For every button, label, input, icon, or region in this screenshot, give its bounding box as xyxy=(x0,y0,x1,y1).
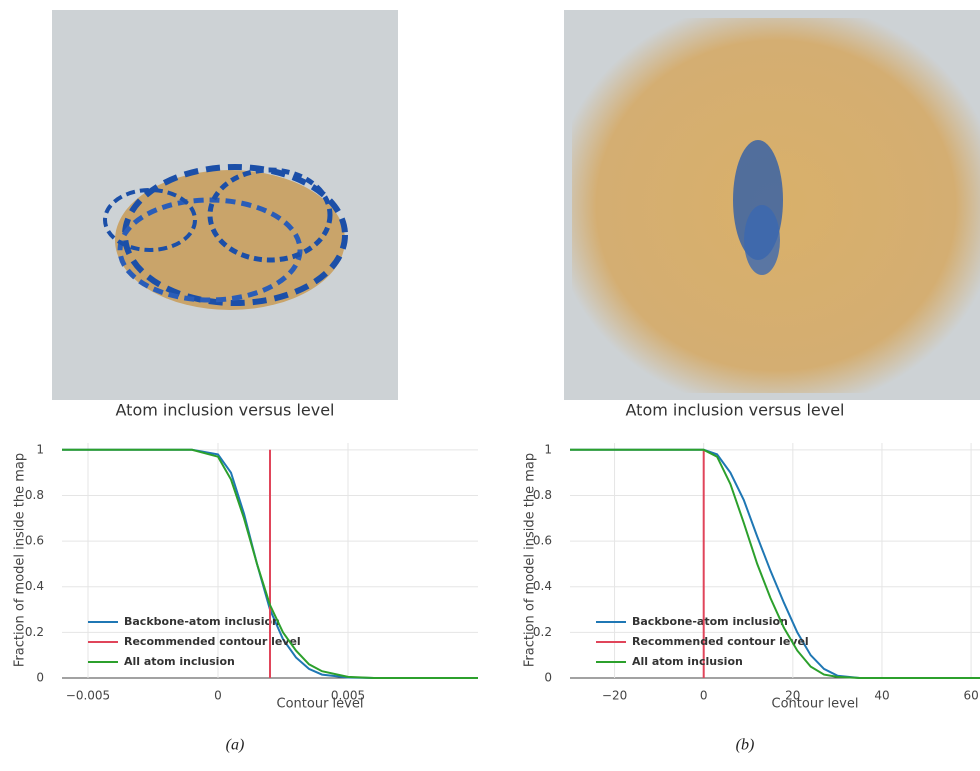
y-tick-label: 0.8 xyxy=(25,488,44,502)
y-tick-label: 0.6 xyxy=(25,534,44,548)
series-line xyxy=(62,448,478,679)
y-tick-label: 0.4 xyxy=(25,579,44,593)
legend-label: Backbone-atom inclusion xyxy=(124,615,280,628)
legend-label: Backbone-atom inclusion xyxy=(632,615,788,628)
render-b xyxy=(564,10,980,400)
x-tick-label: 0 xyxy=(700,689,708,703)
chart-title: Atom inclusion versus level xyxy=(626,401,845,420)
series-line xyxy=(570,448,980,679)
y-axis-title: Fraction of model inside the map xyxy=(523,453,538,667)
x-axis-title: Contour level xyxy=(277,697,364,712)
panel-label: (b) xyxy=(736,737,755,754)
y-tick-label: 0.4 xyxy=(533,579,552,593)
y-tick-label: 0.2 xyxy=(25,625,44,639)
chart-title: Atom inclusion versus level xyxy=(116,401,335,420)
x-axis-title: Contour level xyxy=(772,697,859,712)
x-tick-label: −0.005 xyxy=(66,689,110,703)
x-tick-label: 40 xyxy=(874,689,889,703)
x-tick-label: −20 xyxy=(602,689,627,703)
y-tick-label: 1 xyxy=(36,442,44,456)
y-tick-label: 0.6 xyxy=(533,534,552,548)
x-tick-label: 60 xyxy=(963,689,978,703)
y-tick-label: 0.8 xyxy=(533,488,552,502)
legend-label: Recommended contour level xyxy=(632,635,809,648)
x-tick-label: 0 xyxy=(214,689,222,703)
x-tick-label: 0.005 xyxy=(331,689,365,703)
x-tick-label: 20 xyxy=(785,689,800,703)
y-tick-label: 1 xyxy=(544,442,552,456)
legend-label: All atom inclusion xyxy=(124,655,235,668)
y-tick-label: 0 xyxy=(544,671,552,685)
panel-label: (a) xyxy=(226,737,245,754)
render-a xyxy=(52,10,398,400)
y-tick-label: 0.2 xyxy=(533,625,552,639)
y-tick-label: 0 xyxy=(36,671,44,685)
y-axis-title: Fraction of model inside the map xyxy=(13,453,28,667)
legend-label: Recommended contour level xyxy=(124,635,301,648)
legend-label: All atom inclusion xyxy=(632,655,743,668)
